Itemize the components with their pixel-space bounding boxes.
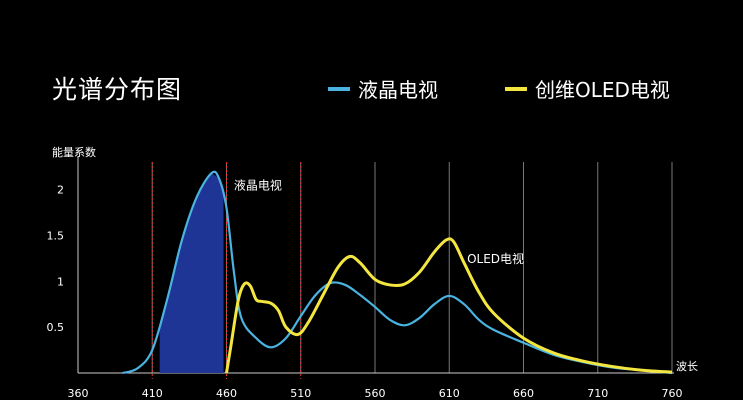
x-tick-label-510: 510: [290, 387, 311, 400]
y-tick-label-0.5: 0.5: [47, 321, 65, 334]
legend-label-oled: 创维OLED电视: [535, 78, 670, 102]
legend-item-lcd: 液晶电视: [328, 74, 438, 103]
y-tick-label-1.5: 1.5: [47, 229, 65, 242]
x-tick-label-360: 360: [68, 387, 89, 400]
series-line-0: [122, 170, 673, 375]
legend-swatch-lcd: [328, 86, 350, 91]
y-tick-label-2: 2: [57, 184, 64, 197]
legend-label-lcd: 液晶电视: [358, 78, 438, 102]
x-tick-label-410: 410: [142, 387, 163, 400]
y-axis-label: 能量系数: [52, 145, 96, 159]
x-tick-label-760: 760: [662, 387, 683, 400]
x-tick-label-710: 710: [587, 387, 608, 400]
shaded-area-blue: [159, 173, 224, 373]
x-tick-label-610: 610: [439, 387, 460, 400]
series-annotation-0: 液晶电视: [234, 178, 282, 193]
series-annotation-1: OLED电视: [467, 251, 524, 266]
y-tick-label-1: 1: [57, 275, 64, 288]
x-tick-label-560: 560: [365, 387, 386, 400]
x-tick-label-460: 460: [216, 387, 237, 400]
x-axis-label: 波长: [676, 360, 698, 373]
x-tick-label-660: 660: [513, 387, 534, 400]
legend-swatch-oled: [505, 86, 527, 91]
series-line-1: [225, 237, 673, 374]
chart-title: 光谱分布图: [52, 75, 183, 104]
legend-item-oled: 创维OLED电视: [505, 74, 670, 103]
